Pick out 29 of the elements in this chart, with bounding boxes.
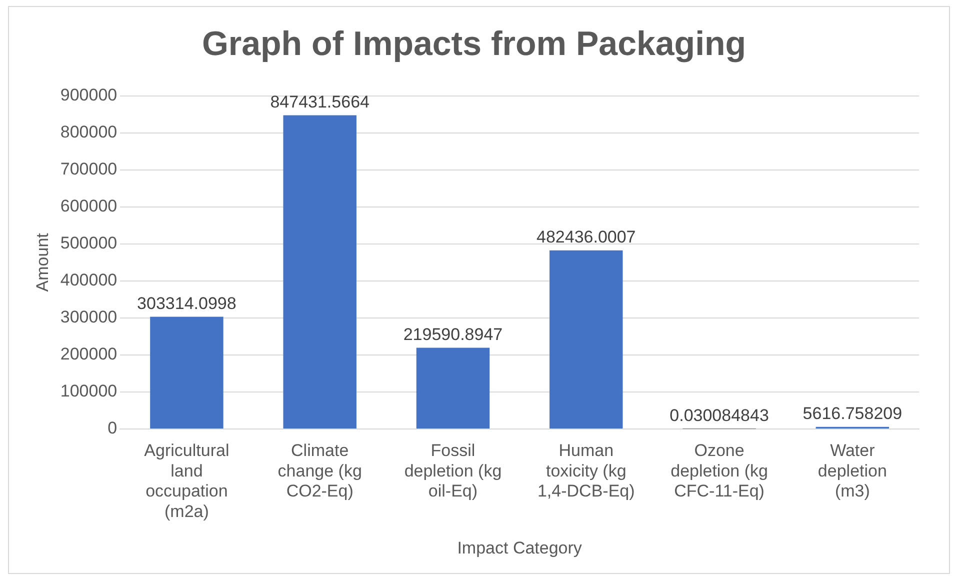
x-tick-label: Human toxicity (kg 1,4-DCB-Eq)	[537, 440, 635, 501]
data-label: 0.030084843	[670, 406, 769, 426]
bar	[283, 115, 356, 428]
y-tick-label: 300000	[60, 308, 118, 327]
bar	[416, 348, 490, 428]
chart-title: Graph of Impacts from Packaging	[202, 24, 746, 63]
y-tick-label: 200000	[60, 344, 118, 364]
data-label: 219590.8947	[403, 324, 503, 344]
data-label: 847431.5664	[270, 92, 370, 112]
y-axis-title: Amount	[32, 232, 52, 292]
x-tick-label: Fossil depletion (kg oil-Eq)	[404, 440, 502, 501]
x-tick-label: Climate change (kg CO2-Eq)	[278, 440, 362, 501]
bar	[550, 250, 623, 428]
data-label: 303314.0998	[137, 294, 236, 313]
bar	[150, 316, 224, 428]
x-axis-title: Impact Category	[457, 538, 582, 558]
y-tick-label: 0	[108, 418, 118, 438]
y-tick-label: 500000	[60, 234, 118, 253]
y-tick-label: 400000	[60, 270, 118, 290]
x-tick-label: Ozone depletion (kg CFC-11-Eq)	[670, 440, 768, 501]
x-tick-label: Agricultural land occupation (m2a)	[144, 440, 230, 522]
y-tick-label: 700000	[60, 160, 118, 179]
data-label: 482436.0007	[536, 228, 636, 247]
y-tick-label: 600000	[60, 196, 118, 216]
y-tick-label: 100000	[60, 382, 118, 401]
data-label: 5616.758209	[802, 404, 902, 424]
y-tick-label: 900000	[60, 85, 118, 104]
x-tick-label: Water depletion (m3)	[818, 440, 887, 501]
y-tick-label: 800000	[60, 122, 118, 142]
